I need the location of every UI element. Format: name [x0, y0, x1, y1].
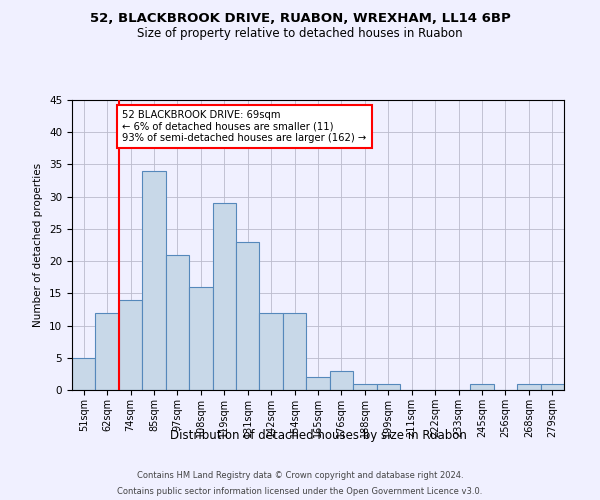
Text: Contains public sector information licensed under the Open Government Licence v3: Contains public sector information licen… — [118, 486, 482, 496]
Bar — [330, 370, 353, 390]
Text: Contains HM Land Registry data © Crown copyright and database right 2024.: Contains HM Land Registry data © Crown c… — [137, 472, 463, 480]
Bar — [517, 384, 541, 390]
Y-axis label: Number of detached properties: Number of detached properties — [34, 163, 43, 327]
Bar — [377, 384, 400, 390]
Bar — [283, 312, 306, 390]
Bar — [541, 384, 564, 390]
Bar — [119, 300, 142, 390]
Bar — [72, 358, 95, 390]
Bar — [259, 312, 283, 390]
Text: Size of property relative to detached houses in Ruabon: Size of property relative to detached ho… — [137, 28, 463, 40]
Text: 52 BLACKBROOK DRIVE: 69sqm
← 6% of detached houses are smaller (11)
93% of semi-: 52 BLACKBROOK DRIVE: 69sqm ← 6% of detac… — [122, 110, 367, 143]
Bar — [95, 312, 119, 390]
Text: Distribution of detached houses by size in Ruabon: Distribution of detached houses by size … — [170, 428, 466, 442]
Bar — [470, 384, 494, 390]
Bar — [236, 242, 259, 390]
Bar — [142, 171, 166, 390]
Bar — [189, 287, 212, 390]
Bar — [306, 377, 330, 390]
Bar — [353, 384, 377, 390]
Bar — [166, 254, 189, 390]
Bar — [212, 203, 236, 390]
Text: 52, BLACKBROOK DRIVE, RUABON, WREXHAM, LL14 6BP: 52, BLACKBROOK DRIVE, RUABON, WREXHAM, L… — [89, 12, 511, 26]
